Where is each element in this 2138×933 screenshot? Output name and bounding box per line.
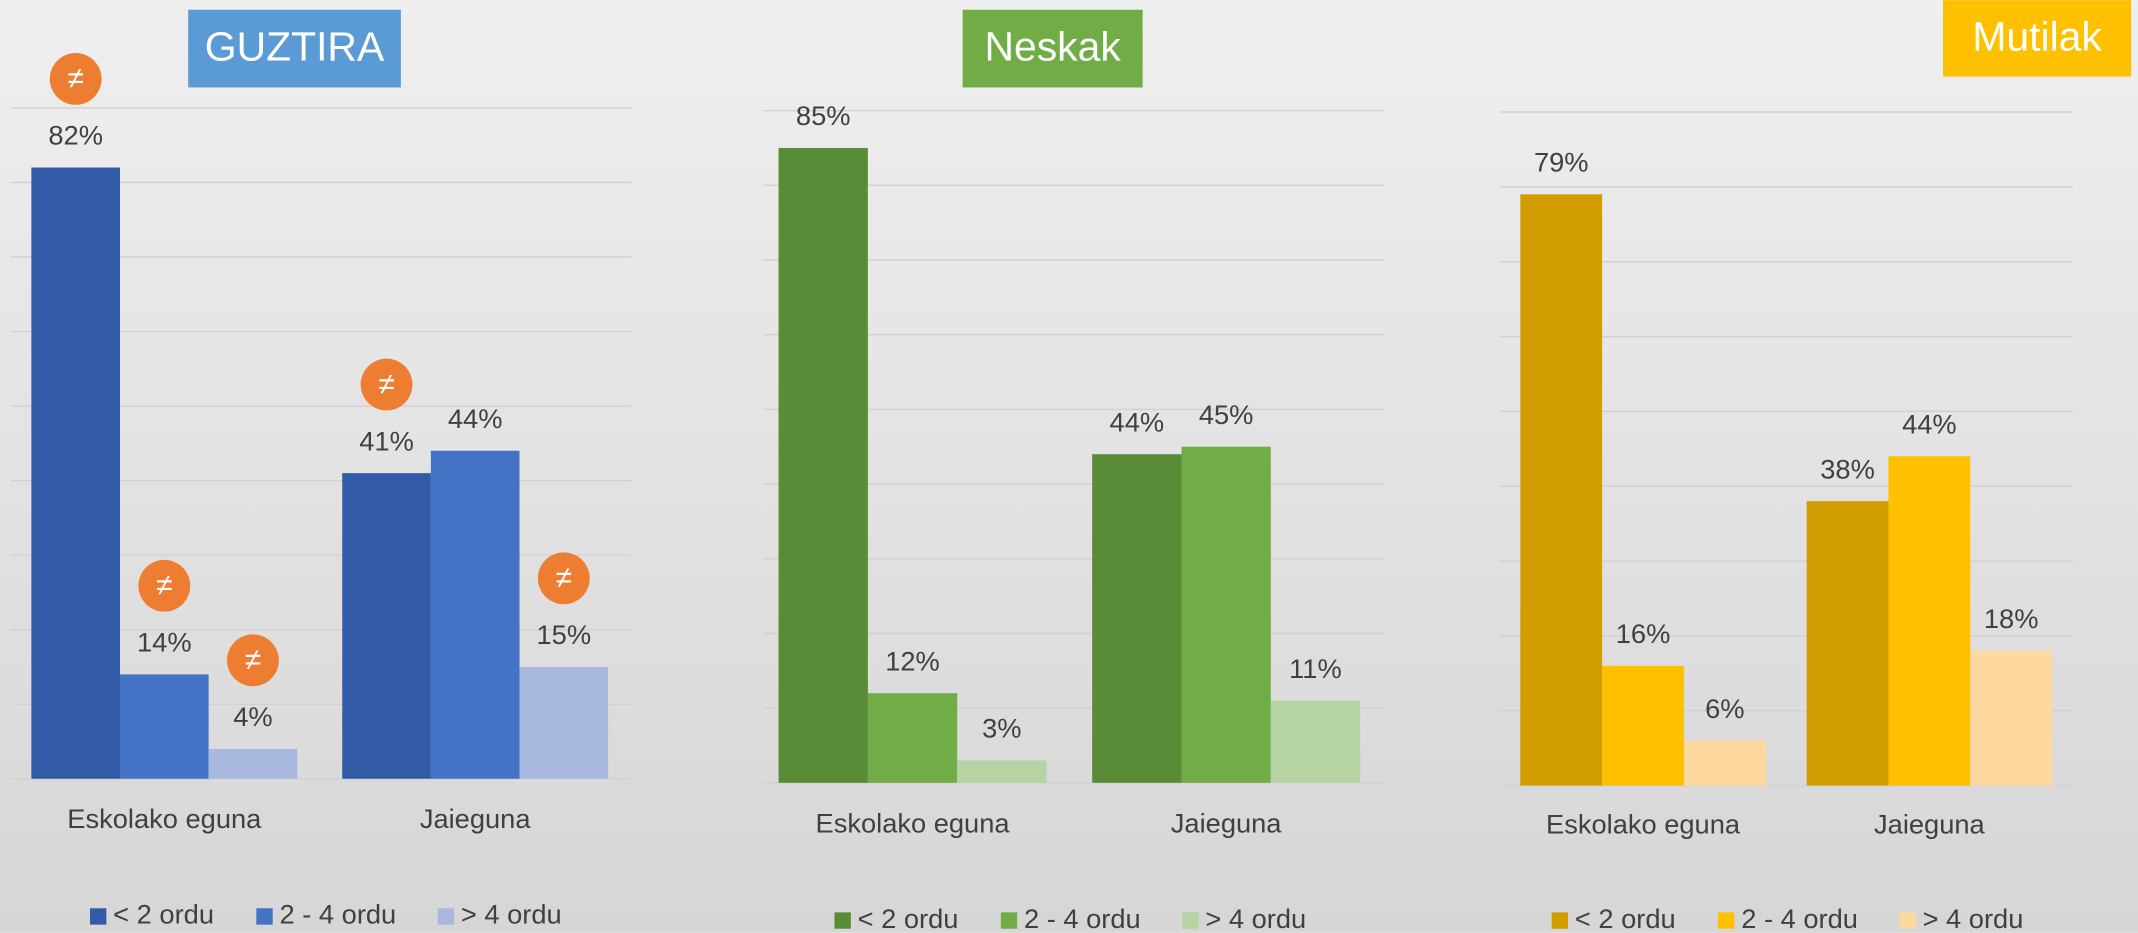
annotation-badge [537,552,590,605]
title-box [1943,0,2132,77]
annotation-badge [138,559,191,612]
legend-label: 2 - 4 ordu [1024,903,1141,933]
legend-label: > 4 ordu [1923,903,2024,933]
x-tick-label: Jaieguna [1171,807,1283,838]
bar [1970,650,2053,786]
annotation-badge [227,634,279,687]
value-label: 12% [885,645,940,676]
bar [1092,454,1182,783]
bar [1270,700,1361,783]
bar [1683,740,1766,786]
annotation: ≠ [556,562,572,595]
bar [208,748,298,779]
bar [342,473,431,779]
bar [519,666,609,779]
x-tick-label: Eskolako eguna [67,803,262,834]
value-label: 45% [1199,399,1254,430]
value-label: 11% [1289,653,1342,684]
annotation-badge [360,358,413,411]
bar [1520,194,1603,786]
chart-title: GUZTIRA [205,24,385,70]
annotation: ≠ [67,62,83,95]
legend-label: > 4 ordu [461,899,562,930]
value-label: 85% [796,100,851,131]
value-label: 82% [48,120,103,151]
annotation: ≠ [378,368,394,401]
annotation: ≠ [245,644,261,677]
bar [1181,446,1271,783]
value-label: 79% [1534,147,1589,178]
value-label: 44% [448,403,503,434]
legend-label: < 2 ordu [1575,903,1676,933]
value-label: 16% [1616,618,1671,649]
legend-swatch [437,908,455,925]
value-label: 4% [233,701,272,732]
chart-title: Mutilak [1972,14,2102,60]
value-label: 15% [537,619,592,650]
annotation-badge [49,52,102,105]
chart-title: Neskak [984,24,1121,70]
legend-label: 2 - 4 ordu [280,899,397,930]
value-label: 14% [137,627,192,658]
bar [430,450,520,779]
value-label: 41% [359,425,414,456]
bar [1806,501,1889,786]
value-label: 38% [1820,453,1875,484]
bar [119,674,209,779]
bar [1888,456,1971,786]
value-label: 18% [1984,603,2039,634]
legend-label: < 2 ordu [113,899,214,930]
legend-label: > 4 ordu [1205,903,1306,933]
legend-swatch [834,912,851,929]
x-tick-label: Eskolako eguna [816,807,1011,838]
bar [778,147,868,783]
annotation: ≠ [156,569,172,602]
bar [1602,665,1684,786]
x-tick-label: Jaieguna [420,803,532,834]
legend-swatch [1551,912,1569,929]
legend-swatch [1718,912,1735,929]
legend-swatch [256,908,273,925]
value-label: 44% [1110,406,1165,437]
value-label: 6% [1705,693,1744,724]
bar [867,693,958,783]
legend-swatch [1182,912,1199,929]
legend-swatch [89,908,107,925]
bar [957,760,1047,783]
legend-label: < 2 ordu [858,903,959,933]
value-label: 44% [1902,408,1957,439]
x-tick-label: Jaieguna [1874,809,1986,840]
legend-swatch [1899,912,1916,929]
legend-swatch [1000,912,1018,929]
title-box [188,9,401,88]
legend-label: 2 - 4 ordu [1741,903,1858,933]
value-label: 3% [982,713,1021,744]
x-tick-label: Eskolako eguna [1546,809,1741,840]
title-box [962,9,1143,88]
bar [31,167,120,779]
